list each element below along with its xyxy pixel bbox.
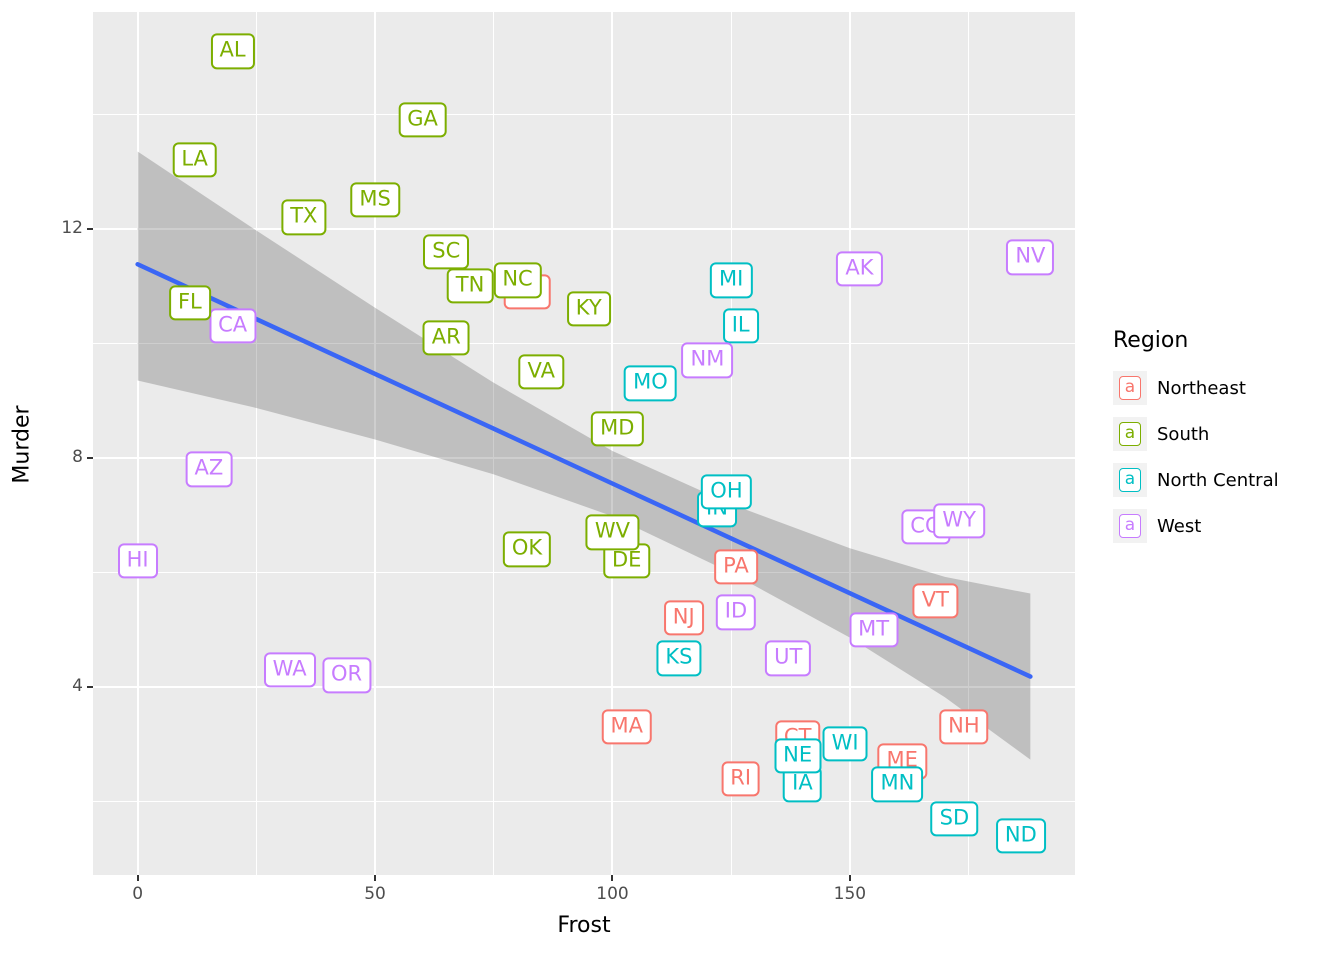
legend-item-label: Northeast	[1157, 377, 1246, 399]
gridline-y-minor	[93, 800, 1075, 802]
x-tick-label: 50	[364, 884, 386, 904]
state-label-tn: TN	[446, 268, 494, 304]
state-label-or: OR	[322, 657, 372, 694]
legend-key-glyph: a	[1118, 375, 1142, 401]
legend-item-label: South	[1157, 423, 1210, 445]
legend-key-glyph: a	[1118, 513, 1142, 539]
state-label-sd: SD	[930, 800, 979, 837]
gridline-y-major	[93, 227, 1075, 230]
state-label-ks: KS	[656, 640, 702, 676]
gridline-y-minor	[93, 342, 1075, 344]
gridline-x-minor	[255, 12, 257, 875]
state-label-la: LA	[172, 142, 217, 178]
legend-items: a Northeast a South a North Central a West	[1113, 371, 1279, 543]
state-label-mo: MO	[624, 365, 677, 402]
gridline-x-major	[848, 12, 851, 875]
legend-key-glyph: a	[1118, 421, 1142, 447]
state-label-nm: NM	[681, 342, 734, 379]
state-label-il: IL	[722, 308, 759, 344]
y-tick-mark	[87, 456, 93, 459]
state-label-wi: WI	[822, 726, 868, 762]
state-label-mi: MI	[710, 262, 753, 298]
state-label-sc: SC	[423, 234, 470, 270]
state-label-nd: ND	[995, 818, 1046, 854]
state-label-ms: MS	[350, 182, 400, 218]
state-label-vt: VT	[912, 583, 958, 619]
legend-item-label: West	[1157, 515, 1202, 537]
state-label-wv: WV	[585, 514, 640, 550]
legend: Region a Northeast a South a North Central a We…	[1113, 328, 1279, 555]
legend-key: a	[1113, 417, 1147, 451]
state-label-oh: OH	[701, 474, 752, 510]
regression-layer	[135, 151, 1033, 760]
state-label-mn: MN	[871, 766, 924, 802]
x-tick-mark	[848, 875, 851, 881]
state-label-va: VA	[518, 354, 564, 390]
state-label-nh: NH	[939, 709, 989, 745]
state-label-hi: HI	[117, 543, 158, 579]
legend-item-north-central: a North Central	[1113, 463, 1279, 497]
regression-line	[135, 262, 1033, 679]
x-tick-label: 0	[132, 884, 144, 904]
state-label-ri: RI	[721, 760, 761, 797]
legend-title: Region	[1113, 328, 1189, 353]
state-label-nv: NV	[1006, 239, 1055, 276]
gridline-y-minor	[93, 113, 1075, 115]
gridline-x-minor	[968, 12, 970, 875]
state-label-wa: WA	[263, 652, 316, 688]
state-label-ga: GA	[398, 102, 447, 138]
state-label-al: AL	[210, 33, 255, 69]
gridline-x-minor	[493, 12, 495, 875]
x-tick-mark	[611, 875, 614, 881]
state-label-fl: FL	[168, 285, 211, 321]
state-label-az: AZ	[185, 451, 233, 487]
legend-item-northeast: a Northeast	[1113, 371, 1279, 405]
state-label-ne: NE	[774, 737, 822, 774]
state-label-ky: KY	[566, 291, 611, 327]
state-label-de: DE	[603, 543, 651, 579]
confidence-ribbon	[137, 151, 1031, 760]
y-tick-label: 8	[72, 446, 83, 467]
gridline-y-major	[93, 456, 1075, 459]
state-label-ut: UT	[765, 640, 812, 676]
state-label-wy: WY	[933, 503, 985, 539]
x-tick-mark	[136, 875, 139, 881]
legend-key-glyph: a	[1118, 467, 1142, 493]
state-label-nc: NC	[493, 262, 542, 298]
gridline-y-minor	[93, 571, 1075, 573]
y-tick-mark	[87, 685, 93, 688]
state-label-ak: AK	[836, 251, 883, 287]
legend-item-west: a West	[1113, 509, 1279, 543]
legend-item-south: a South	[1113, 417, 1279, 451]
state-label-ma: MA	[601, 709, 652, 745]
x-tick-label: 100	[596, 884, 629, 904]
legend-key: a	[1113, 463, 1147, 497]
gridline-x-major	[374, 12, 377, 875]
state-label-ok: OK	[502, 531, 552, 568]
state-label-tx: TX	[281, 199, 327, 235]
y-tick-mark	[87, 227, 93, 230]
legend-key: a	[1113, 371, 1147, 405]
plot-panel: ALAKAZARCACOCTDEFLGAHIIDILINIAKSKYLAMEMD…	[93, 12, 1075, 875]
gridline-y-major	[93, 685, 1075, 688]
state-label-pa: PA	[714, 548, 758, 585]
state-label-nj: NJ	[663, 600, 704, 636]
state-label-id: ID	[715, 594, 757, 631]
x-tick-mark	[374, 875, 377, 881]
gridline-x-minor	[730, 12, 732, 875]
state-label-md: MD	[591, 411, 644, 447]
y-tick-label: 4	[72, 675, 83, 696]
y-axis-title: Murder	[9, 405, 35, 484]
x-tick-label: 150	[833, 884, 867, 904]
legend-key: a	[1113, 509, 1147, 543]
legend-item-label: North Central	[1157, 469, 1279, 491]
gridline-x-major	[136, 12, 139, 875]
state-label-ar: AR	[422, 319, 470, 356]
state-label-mt: MT	[849, 611, 899, 648]
state-label-ca: CA	[209, 308, 257, 344]
y-tick-label: 12	[61, 217, 83, 238]
x-axis-title: Frost	[557, 913, 611, 938]
